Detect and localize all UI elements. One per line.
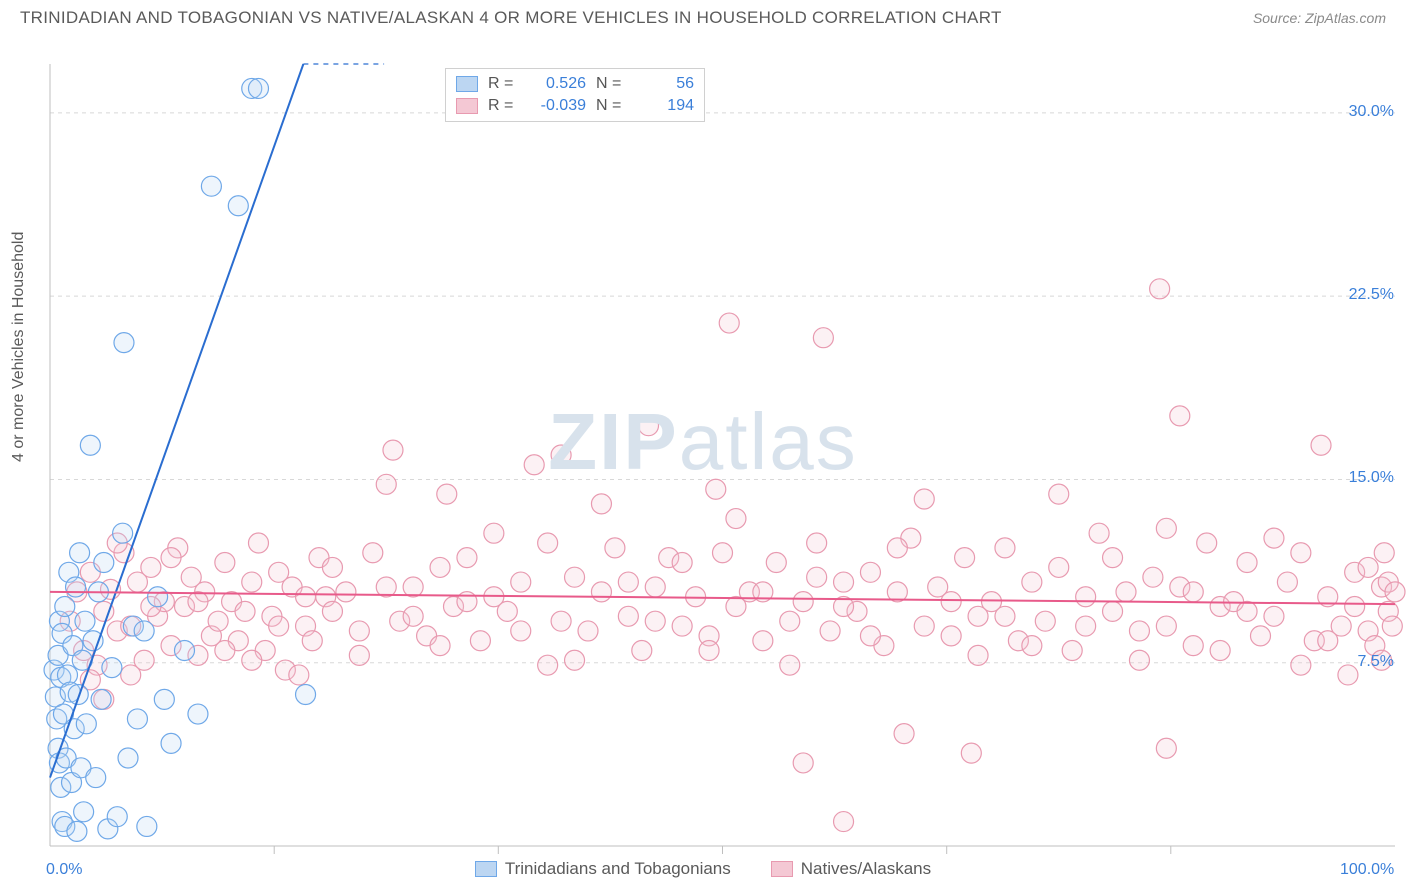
chart-title: TRINIDADIAN AND TOBAGONIAN VS NATIVE/ALA… xyxy=(20,8,1002,28)
y-tick-label: 22.5% xyxy=(1349,286,1394,304)
stats-legend-box: R = 0.526 N = 56 R = -0.039 N = 194 xyxy=(445,68,705,122)
r-value: 0.526 xyxy=(526,75,586,93)
n-value: 194 xyxy=(634,97,694,115)
swatch-icon xyxy=(456,98,478,114)
n-label: N = xyxy=(596,75,624,93)
source-label: Source: ZipAtlas.com xyxy=(1253,10,1386,26)
legend-label: Natives/Alaskans xyxy=(801,859,931,879)
y-tick-label: 7.5% xyxy=(1358,653,1394,671)
stats-row: R = 0.526 N = 56 xyxy=(456,73,694,95)
n-value: 56 xyxy=(634,75,694,93)
legend-label: Trinidadians and Tobagonians xyxy=(505,859,731,879)
y-axis-label: 4 or more Vehicles in Household xyxy=(10,232,28,462)
swatch-icon xyxy=(771,861,793,877)
legend-item: Natives/Alaskans xyxy=(771,859,931,879)
x-tick-label: 0.0% xyxy=(46,861,82,879)
stats-row: R = -0.039 N = 194 xyxy=(456,95,694,117)
n-label: N = xyxy=(596,97,624,115)
swatch-icon xyxy=(475,861,497,877)
swatch-icon xyxy=(456,76,478,92)
x-tick-label: 100.0% xyxy=(1340,861,1394,879)
bottom-legend: Trinidadians and Tobagonians Natives/Ala… xyxy=(0,859,1406,879)
legend-item: Trinidadians and Tobagonians xyxy=(475,859,731,879)
r-label: R = xyxy=(488,97,516,115)
r-label: R = xyxy=(488,75,516,93)
y-tick-label: 30.0% xyxy=(1349,103,1394,121)
y-tick-label: 15.0% xyxy=(1349,469,1394,487)
r-value: -0.039 xyxy=(526,97,586,115)
scatter-plot-svg xyxy=(0,32,1406,887)
chart-area: ZIPatlas 4 or more Vehicles in Household… xyxy=(0,32,1406,887)
